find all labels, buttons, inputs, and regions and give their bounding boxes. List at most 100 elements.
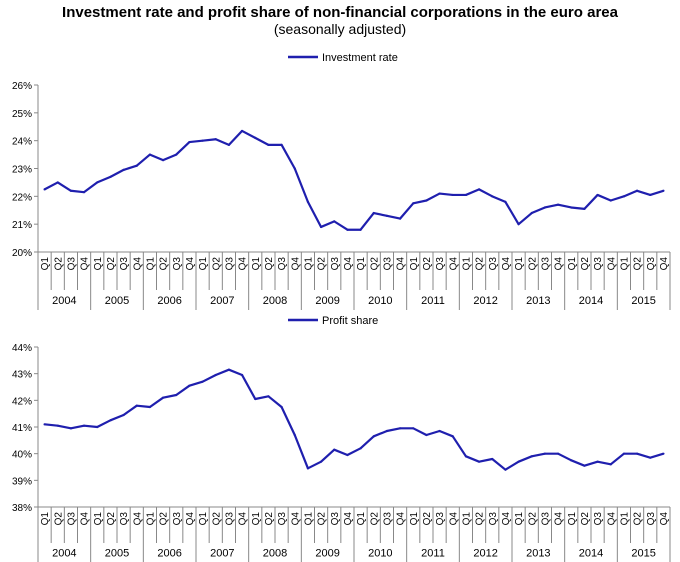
data-point (148, 405, 152, 409)
data-point (504, 468, 507, 471)
x-quarter-label: Q2 (106, 257, 117, 271)
data-point (148, 153, 152, 156)
data-point (570, 206, 573, 209)
x-quarter-label: Q4 (343, 257, 354, 271)
x-quarter-label: Q4 (343, 512, 354, 526)
x-quarter-label: Q3 (382, 512, 393, 526)
data-point (464, 193, 468, 197)
data-point (372, 435, 375, 438)
x-quarter-label: Q1 (567, 257, 578, 271)
data-point (267, 143, 270, 146)
chart-title: Investment rate and profit share of non-… (62, 4, 618, 21)
data-point (583, 464, 586, 467)
x-quarter-label: Q3 (224, 512, 235, 526)
data-point (214, 138, 217, 141)
data-point (649, 193, 652, 197)
x-quarter-label: Q2 (159, 512, 170, 526)
x-quarter-label: Q4 (501, 512, 512, 526)
data-point (280, 405, 283, 409)
x-year-label: 2011 (421, 295, 445, 307)
data-point (227, 143, 231, 146)
data-point (254, 136, 257, 139)
x-year-label: 2008 (263, 295, 287, 307)
x-quarter-label: Q4 (659, 257, 670, 271)
x-year-label: 2009 (315, 548, 339, 560)
x-quarter-label: Q1 (619, 257, 630, 271)
x-year-label: 2015 (631, 548, 655, 560)
data-point (359, 447, 362, 450)
x-quarter-label: Q3 (277, 512, 288, 526)
data-point (530, 211, 533, 215)
data-point (556, 452, 560, 455)
data-point (491, 457, 494, 461)
x-quarter-label: Q4 (80, 257, 91, 271)
data-point (438, 192, 441, 195)
x-quarter-label: Q4 (448, 512, 459, 526)
x-quarter-label: Q3 (593, 512, 604, 526)
data-point (662, 189, 665, 192)
x-quarter-label: Q1 (40, 257, 51, 271)
x-quarter-label: Q3 (646, 512, 657, 526)
data-point (543, 206, 547, 209)
data-point (319, 225, 323, 229)
x-quarter-label: Q2 (369, 512, 380, 526)
x-quarter-label: Q2 (633, 512, 644, 526)
x-quarter-label: Q4 (606, 257, 617, 271)
x-year-label: 2013 (526, 548, 550, 560)
data-point (346, 228, 349, 231)
x-quarter-label: Q4 (132, 512, 143, 526)
y-tick-label: 41% (12, 423, 32, 434)
x-year-label: 2006 (157, 295, 181, 307)
x-quarter-label: Q1 (303, 257, 314, 271)
data-point (161, 396, 165, 399)
x-quarter-label: Q1 (40, 512, 51, 526)
x-quarter-label: Q2 (475, 512, 486, 526)
data-point (69, 189, 73, 192)
x-quarter-label: Q1 (303, 512, 314, 526)
series-line (44, 368, 664, 471)
data-point (122, 168, 125, 171)
y-tick-label: 24% (12, 137, 32, 148)
x-quarter-label: Q2 (211, 512, 222, 526)
x-year-label: 2010 (368, 548, 392, 560)
data-point (214, 373, 217, 377)
legend-label: Investment rate (322, 52, 398, 64)
data-point (82, 191, 86, 194)
x-quarter-label: Q2 (422, 257, 433, 271)
data-point (517, 460, 520, 463)
data-point (280, 143, 283, 146)
data-point (293, 433, 296, 437)
data-point (56, 181, 59, 184)
data-point (451, 435, 454, 438)
data-point (43, 423, 46, 426)
y-tick-label: 38% (12, 503, 32, 514)
data-point (385, 214, 389, 217)
data-point (609, 199, 612, 202)
y-tick-label: 40% (12, 450, 32, 461)
x-quarter-label: Q2 (211, 257, 222, 271)
y-tick-label: 44% (12, 343, 32, 354)
series-line (44, 129, 664, 231)
x-quarter-label: Q3 (488, 512, 499, 526)
x-quarter-label: Q3 (540, 512, 551, 526)
x-year-label: 2007 (210, 548, 234, 560)
x-quarter-label: Q2 (159, 257, 170, 271)
data-point (201, 380, 204, 383)
data-point (109, 175, 112, 178)
data-point (662, 452, 665, 455)
x-quarter-label: Q4 (396, 512, 407, 526)
data-point (438, 429, 441, 433)
data-point (556, 203, 560, 206)
x-quarter-label: Q3 (593, 257, 604, 271)
data-point (188, 140, 191, 144)
y-tick-label: 26% (12, 81, 32, 92)
y-tick-label: 22% (12, 192, 32, 203)
y-tick-label: 43% (12, 370, 32, 381)
data-point (385, 429, 389, 433)
x-quarter-label: Q3 (488, 257, 499, 271)
x-quarter-label: Q1 (198, 512, 209, 526)
data-point (596, 193, 599, 197)
data-point (412, 202, 415, 205)
data-point (175, 153, 178, 156)
